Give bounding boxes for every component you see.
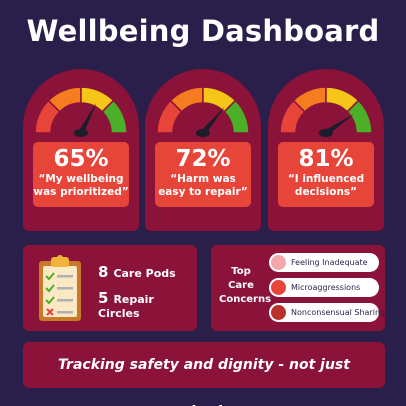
gauge-segment <box>346 99 373 134</box>
pods-label: Care Pods <box>113 267 176 280</box>
stat-box: 81% “I influenced decisions” <box>278 142 374 207</box>
gauge-hub <box>319 129 333 137</box>
concern-label: Microaggressions <box>291 283 361 292</box>
concern-pill: Microaggressions <box>269 278 379 297</box>
repair-label: Repair Circles <box>98 293 154 320</box>
concern-dot <box>271 280 286 295</box>
page-title: Wellbeing Dashboard <box>26 14 380 48</box>
gauge-segment <box>101 99 128 134</box>
pods-count-line: 8 Care Pods <box>98 263 176 281</box>
gauge-card-wellbeing: 65% “My wellbeing was prioritized” <box>23 69 139 231</box>
concern-label: Feeling Inadequate <box>291 258 368 267</box>
gauge-dial <box>156 86 250 137</box>
gauge-card-decisions: 81% “I influenced decisions” <box>268 69 384 231</box>
gauge-hub <box>74 129 88 137</box>
repair-count: 5 <box>98 289 109 307</box>
gauge-segment <box>223 99 250 134</box>
gauge-card-repair: 72% “Harm was easy to repair” <box>145 69 261 231</box>
concern-pill: Nonconsensual Sharing <box>269 303 385 322</box>
stat-percent: 81% <box>298 146 354 172</box>
concern-dot <box>271 255 286 270</box>
concerns-panel: Top Care Concerns Feeling Inadequate Mic… <box>211 245 385 331</box>
stat-quote: “Harm was easy to repair” <box>158 173 248 198</box>
stat-box: 72% “Harm was easy to repair” <box>155 142 251 207</box>
stat-quote: “My wellbeing was prioritized” <box>33 173 129 198</box>
stat-quote: “I influenced decisions” <box>287 173 365 198</box>
gauge-dial <box>34 86 128 137</box>
pods-panel: 8 Care Pods 5 Repair Circles <box>23 245 197 331</box>
footer-banner: Tracking safety and dignity - not just o… <box>23 342 385 406</box>
repair-count-line: 5 Repair Circles <box>98 289 197 320</box>
concern-pill: Feeling Inadequate <box>269 253 379 272</box>
gauge-needle <box>200 106 225 135</box>
concerns-heading: Top Care Concerns <box>219 266 272 305</box>
stat-percent: 65% <box>53 146 109 172</box>
concern-label: Nonconsensual Sharing <box>291 308 386 317</box>
gauge-hub <box>196 129 210 137</box>
gauge-needle <box>78 102 97 135</box>
gauge-dial <box>279 86 373 137</box>
stat-box: 65% “My wellbeing was prioritized” <box>33 142 129 207</box>
stat-percent: 72% <box>175 146 231 172</box>
gauge-needle <box>324 113 355 136</box>
pods-count: 8 <box>98 263 109 281</box>
clipboard-checklist-icon <box>39 255 81 321</box>
concern-dot <box>271 305 286 320</box>
